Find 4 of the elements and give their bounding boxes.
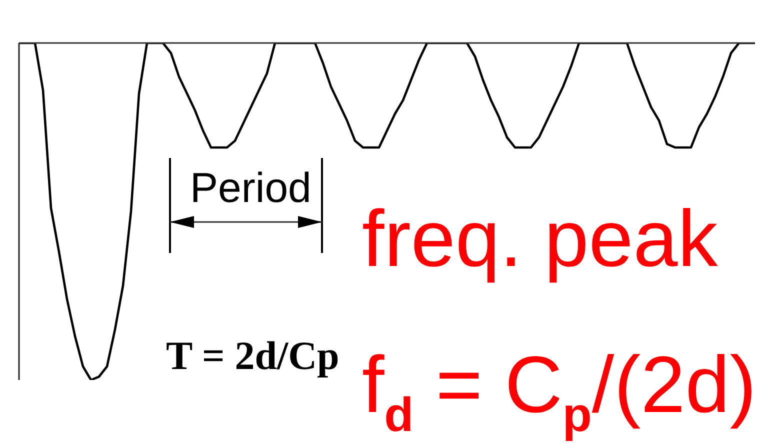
- annotation: Period: [190, 164, 312, 211]
- annotation: freq. peak: [362, 194, 718, 283]
- annotation: T = 2d/Cp: [166, 333, 340, 378]
- annotation: f$_{d}$ = C$_{p}$/(2d): [362, 340, 756, 442]
